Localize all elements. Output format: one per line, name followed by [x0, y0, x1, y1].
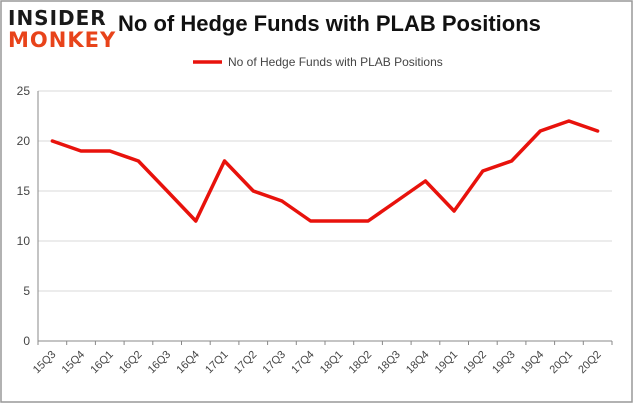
data-point: [423, 179, 427, 183]
data-point: [366, 219, 370, 223]
x-tick-label: 15Q4: [60, 349, 88, 377]
x-tick-label: 18Q2: [347, 349, 375, 377]
x-tick-label: 17Q2: [232, 349, 260, 377]
data-point: [223, 159, 227, 163]
series-line: [50, 119, 600, 223]
chart-title: No of Hedge Funds with PLAB Positions: [118, 11, 541, 36]
data-point: [309, 219, 313, 223]
y-tick-label: 15: [17, 184, 31, 198]
data-point: [395, 199, 399, 203]
x-tick-label: 18Q3: [375, 349, 403, 377]
x-tick-label: 16Q1: [88, 349, 116, 377]
data-point: [510, 159, 514, 163]
data-point: [79, 149, 83, 153]
logo-line-1: INSIDER: [8, 6, 107, 30]
logo-line-2: MONKEY: [8, 28, 117, 52]
x-tick-label: 19Q3: [490, 349, 518, 377]
x-tick-label: 16Q3: [146, 349, 174, 377]
data-point: [538, 129, 542, 133]
x-tick-label: 19Q2: [461, 349, 489, 377]
data-point: [251, 189, 255, 193]
x-tick-label: 16Q2: [117, 349, 145, 377]
data-point: [50, 139, 54, 143]
data-point: [567, 119, 571, 123]
y-tick-label: 25: [17, 84, 31, 98]
x-tick-label: 19Q4: [519, 349, 547, 377]
y-tick-label: 5: [23, 284, 30, 298]
x-tick-label: 16Q4: [174, 349, 202, 377]
y-tick-label: 10: [17, 234, 31, 248]
x-tick-label: 17Q3: [261, 349, 289, 377]
x-tick-label: 17Q1: [203, 349, 231, 377]
y-tick-labels: 0 5 10 15 20 25: [17, 84, 31, 348]
data-point: [337, 219, 341, 223]
x-tick-label: 18Q1: [318, 349, 346, 377]
y-tick-label: 20: [17, 134, 31, 148]
data-point: [280, 199, 284, 203]
y-tick-label: 0: [23, 334, 30, 348]
legend: No of Hedge Funds with PLAB Positions: [193, 55, 443, 69]
data-point: [194, 219, 198, 223]
x-tick-labels: 15Q3 15Q4 16Q1 16Q2 16Q3 16Q4 17Q1 17Q2 17Q3 17Q4…: [31, 349, 604, 377]
data-point: [596, 129, 600, 133]
series-group: [50, 119, 600, 223]
x-tick-label: 20Q2: [576, 349, 604, 377]
data-point: [481, 169, 485, 173]
x-tick-label: 20Q1: [548, 349, 576, 377]
insider-monkey-logo: INSIDER MONKEY: [8, 4, 116, 52]
x-tick-label: 15Q3: [31, 349, 59, 377]
data-point: [108, 149, 112, 153]
data-point: [136, 159, 140, 163]
x-tick-label: 17Q4: [289, 349, 317, 377]
x-tick-label: 18Q4: [404, 349, 432, 377]
data-point: [165, 189, 169, 193]
legend-label: No of Hedge Funds with PLAB Positions: [228, 55, 443, 69]
grid-lines: [38, 90, 612, 292]
data-point: [452, 209, 456, 213]
axes: [37, 91, 613, 345]
x-tick-label: 19Q1: [433, 349, 461, 377]
